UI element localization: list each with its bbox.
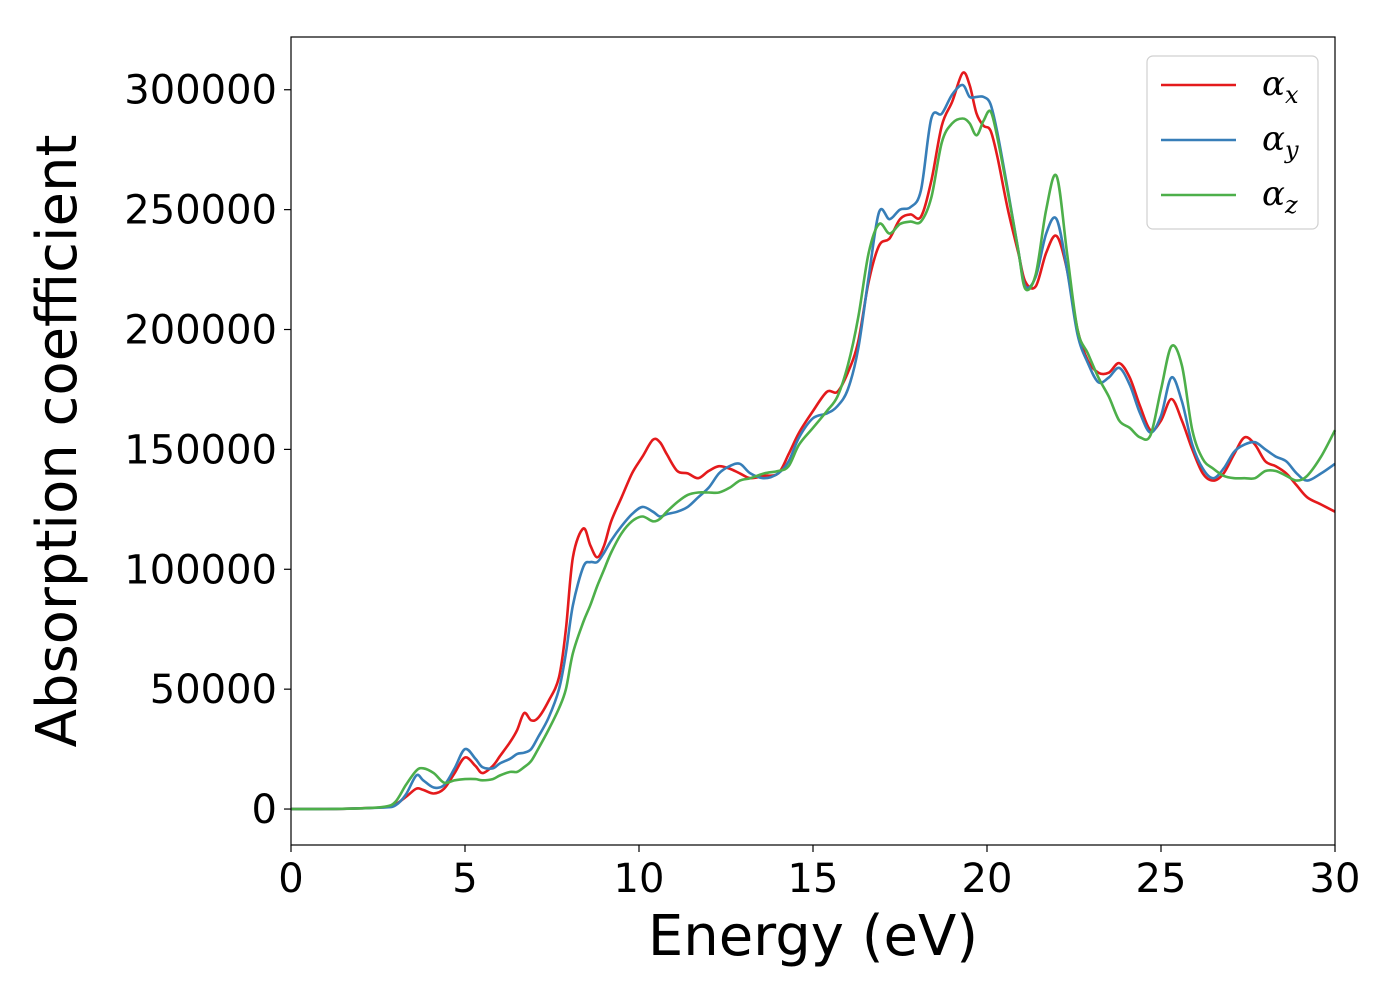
x-tick-label: 0 [278,856,303,902]
x-tick-label: 20 [962,856,1013,902]
x-tick-label: 5 [452,856,477,902]
y-tick-label: 100000 [124,547,277,593]
y-tick-label: 50000 [150,667,277,713]
y-axis: 0 50000 100000 150000 200000 250000 300000 [124,68,291,833]
y-tick-label: 300000 [124,68,277,114]
legend-label-z: αz [1262,174,1298,219]
series-line-z [290,109,1337,811]
x-tick-label: 15 [788,856,839,902]
x-tick-label: 30 [1310,856,1361,902]
series-line-y [290,83,1336,811]
x-tick-label: 10 [614,856,665,902]
x-axis-title: Energy (eV) [648,904,978,969]
x-tick-label: 25 [1136,856,1187,902]
y-axis-title: Absorption coefficient [25,135,90,748]
plot-lines [290,71,1337,811]
x-axis: 0 5 10 15 20 25 30 [278,845,1360,902]
y-tick-label: 200000 [124,308,277,354]
y-tick-label: 0 [252,787,277,833]
legend-box [1146,55,1319,230]
y-tick-label: 150000 [124,427,277,473]
y-tick-label: 250000 [124,188,277,234]
